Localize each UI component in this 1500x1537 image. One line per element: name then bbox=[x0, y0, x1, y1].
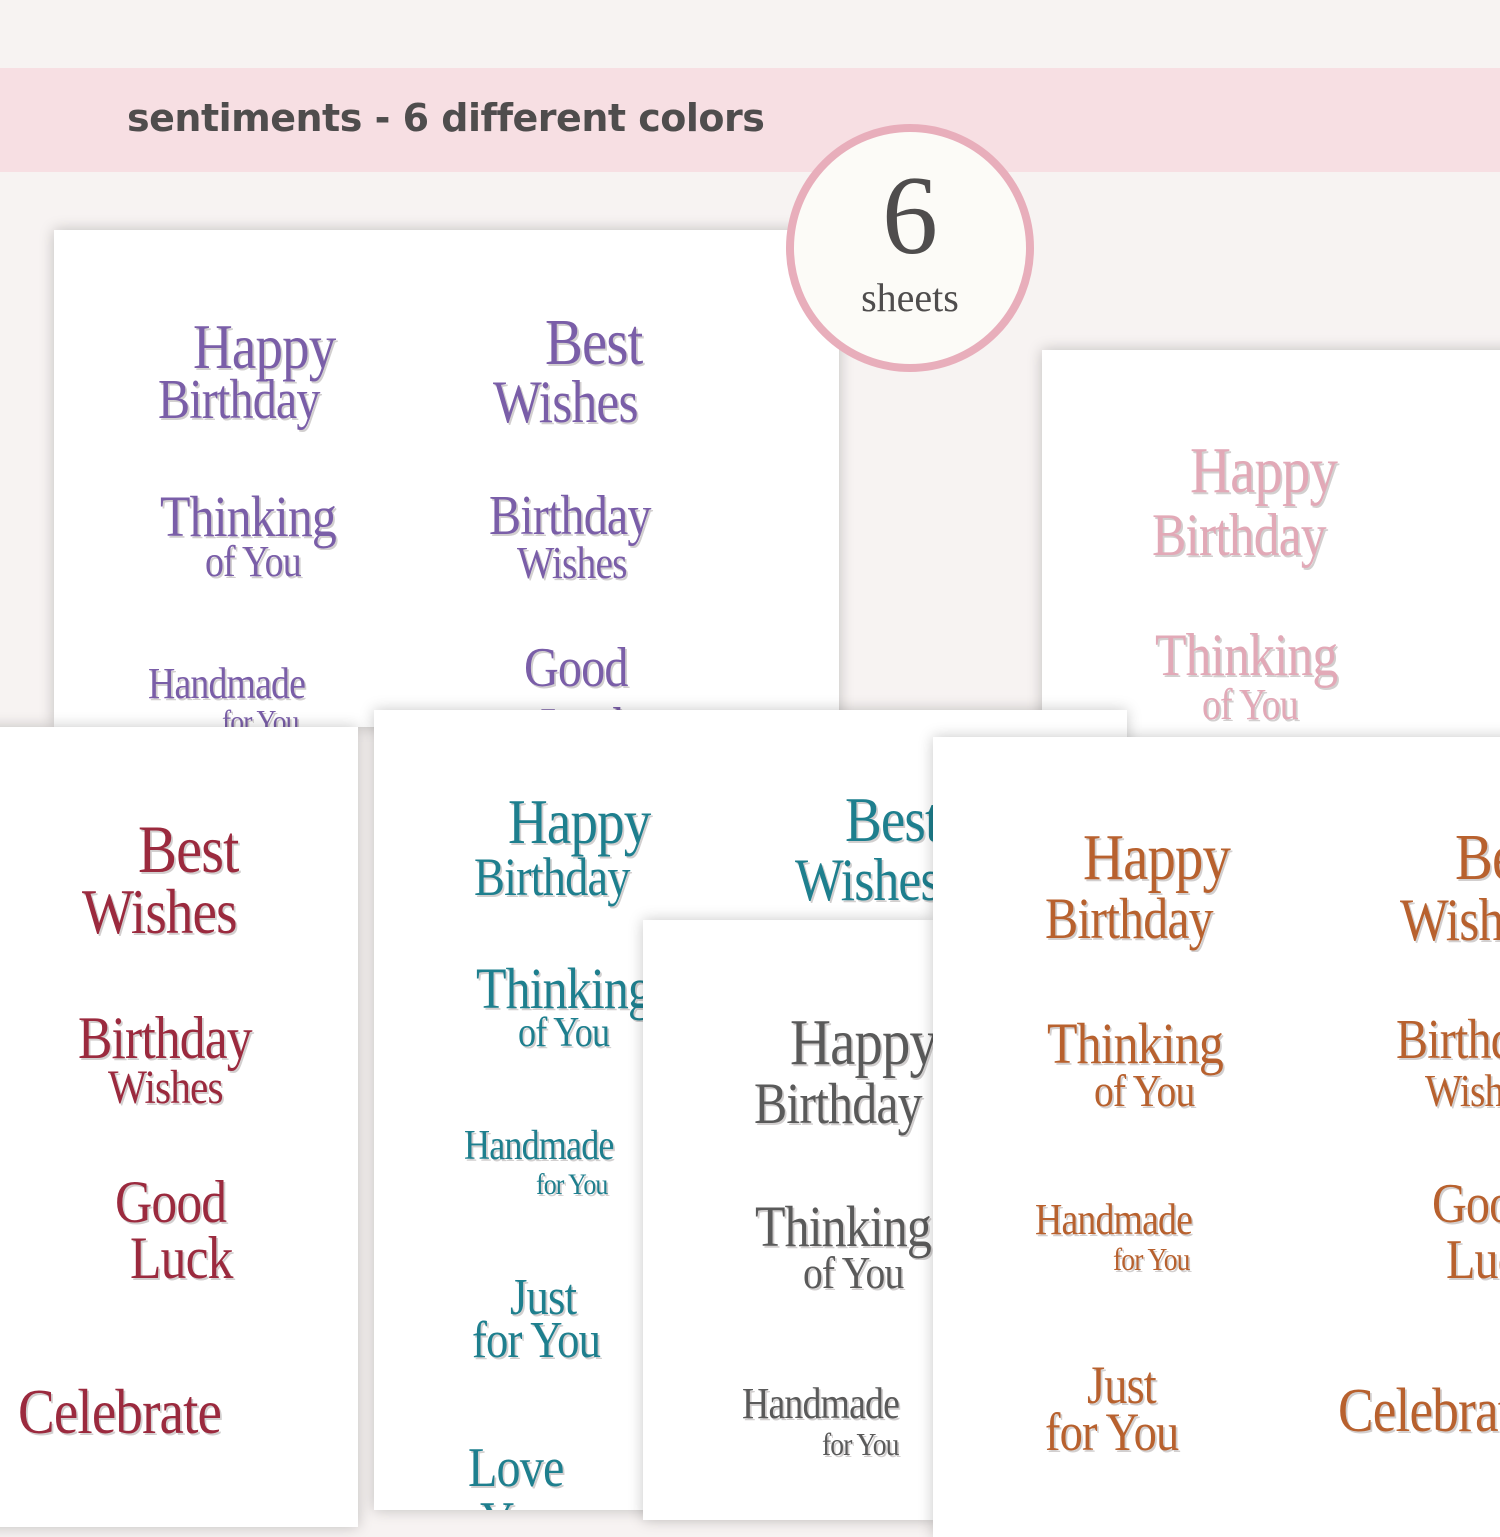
sentiment-text: Birthday bbox=[1045, 886, 1214, 951]
sentiment-text: Luck bbox=[1446, 1229, 1500, 1291]
sentiment-text: Happy bbox=[508, 786, 651, 857]
sentiment-text: Good bbox=[115, 1169, 227, 1235]
sentiment-text: of You bbox=[518, 1010, 610, 1056]
sentiment-text: Celebrate bbox=[1338, 1377, 1500, 1445]
sentiment-text: Good bbox=[524, 637, 628, 699]
sheet-gray: Happy Birthday Thinking of You Handmade for Y… bbox=[643, 920, 935, 1520]
sentiment-text: Thinking bbox=[1155, 622, 1338, 688]
badge-number: 6 bbox=[882, 154, 938, 278]
sentiment-text: Luck bbox=[130, 1225, 233, 1291]
sentiment-text: Thinking bbox=[755, 1194, 932, 1259]
sentiment-text: of You bbox=[1202, 680, 1299, 729]
sentiment-text: Celebrate bbox=[18, 1376, 222, 1447]
sentiment-text: Just bbox=[1087, 1355, 1157, 1415]
sentiment-text: Best bbox=[545, 306, 643, 379]
sentiment-text: Wishes bbox=[108, 1061, 224, 1114]
sentiment-text: Best bbox=[845, 784, 940, 855]
sentiment-text: Happy bbox=[193, 311, 336, 382]
sentiment-text: of You bbox=[205, 537, 302, 586]
sheet-pink: Happy Birthday Thinking of You bbox=[1042, 350, 1500, 737]
sheet-red: Best Wishes Birthday Wishes Good Luck Celebrat… bbox=[0, 727, 358, 1527]
sentiment-text: Handmade bbox=[148, 659, 306, 708]
sentiment-text: for You bbox=[822, 1426, 899, 1462]
sentiment-text: You bbox=[480, 1494, 556, 1510]
sentiment-text: Handmade bbox=[1035, 1195, 1193, 1244]
sentiment-text: Thinking bbox=[476, 956, 653, 1021]
sentiment-text: Birthday bbox=[754, 1071, 923, 1136]
sentiment-text: of You bbox=[1094, 1065, 1195, 1116]
sentiment-text: for You bbox=[222, 703, 299, 727]
sentiment-text: Thinking bbox=[1047, 1011, 1224, 1076]
sentiment-text: Birthday bbox=[1396, 1009, 1500, 1071]
sentiment-text: Wishes bbox=[1400, 887, 1500, 953]
sentiment-text: Good bbox=[1432, 1173, 1500, 1235]
sentiment-text: Birthday bbox=[1152, 502, 1327, 568]
sentiment-text: Wishes bbox=[1425, 1065, 1500, 1116]
sentiment-text: Handmade bbox=[464, 1123, 614, 1169]
sheet-count-badge: 6 sheets bbox=[786, 124, 1034, 372]
sentiment-text: Happy bbox=[1083, 821, 1231, 894]
sentiment-text: Wishes bbox=[493, 369, 639, 435]
sentiment-text: Best bbox=[1455, 821, 1500, 894]
sentiment-text: Just bbox=[510, 1269, 577, 1326]
sentiment-text: Birthday bbox=[158, 369, 321, 431]
badge-label: sheets bbox=[861, 275, 959, 320]
sheet-purple: Happy Birthday Best Wishes Thinking of You Bir… bbox=[54, 230, 839, 727]
sentiment-text: Birthday bbox=[78, 1005, 253, 1071]
sentiment-text: Happy bbox=[790, 1006, 935, 1079]
sentiment-text: Birthday bbox=[489, 485, 652, 547]
page-title: sentiments - 6 different colors bbox=[127, 96, 765, 140]
sentiment-text: Wishes bbox=[517, 537, 628, 588]
sentiment-text: Birthday bbox=[474, 847, 631, 907]
sentiment-text: Thinking bbox=[160, 484, 337, 549]
sentiment-text: for You bbox=[1045, 1402, 1179, 1462]
sentiment-text: Happy bbox=[1190, 434, 1338, 507]
sentiment-text: Wishes bbox=[795, 847, 941, 913]
sentiment-text: Wishes bbox=[82, 876, 238, 947]
sentiment-text: Handmade bbox=[742, 1379, 900, 1428]
sentiment-text: Love bbox=[468, 1437, 564, 1499]
sentiment-text: Best bbox=[138, 811, 239, 887]
sentiment-text: of You bbox=[803, 1247, 904, 1298]
sentiment-text: for You bbox=[536, 1168, 608, 1201]
sentiment-text: for You bbox=[472, 1312, 601, 1369]
sentiment-text: for You bbox=[1113, 1241, 1190, 1277]
header-banner bbox=[0, 68, 1500, 172]
